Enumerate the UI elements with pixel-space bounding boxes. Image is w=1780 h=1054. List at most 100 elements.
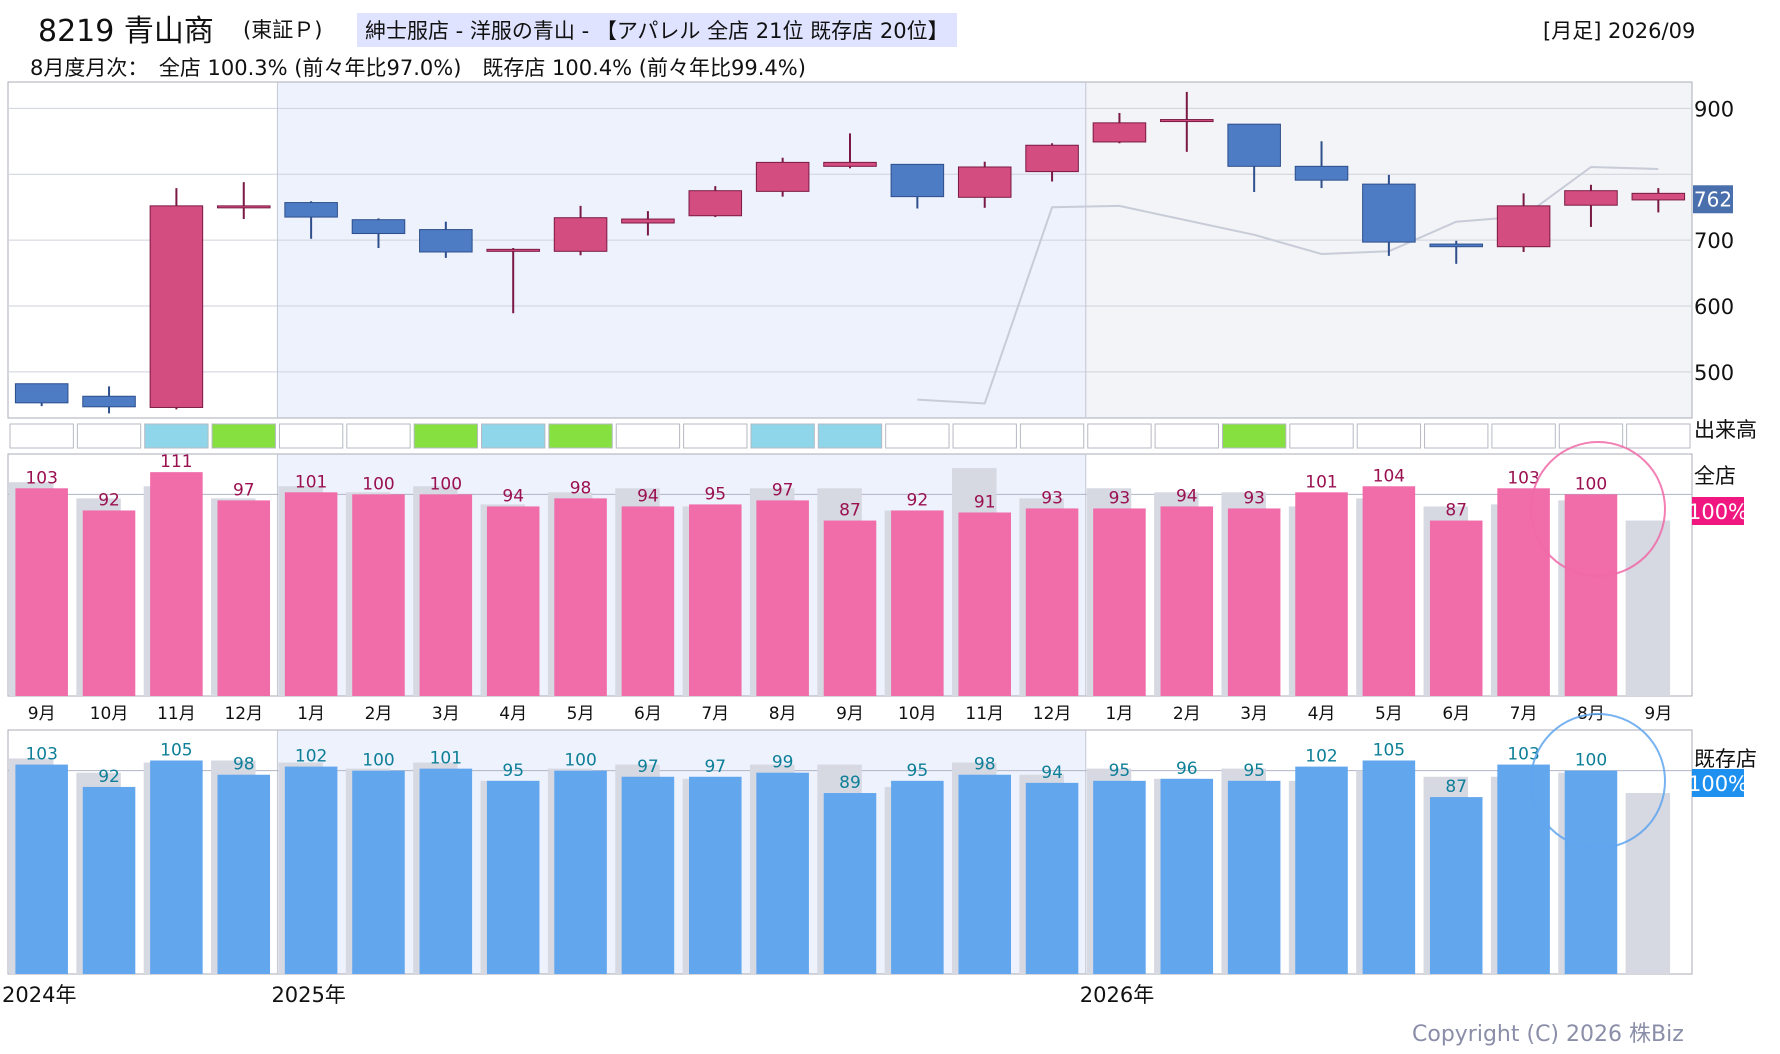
ratio-bar xyxy=(284,492,338,696)
all-store-label: 全店 xyxy=(1694,464,1736,488)
ratio-value-label: 93 xyxy=(1109,488,1131,508)
ratio-bar xyxy=(1497,488,1550,696)
ratio-value-label: 100 xyxy=(430,474,462,494)
month-tick-label: 6月 xyxy=(634,704,662,724)
ratio-bar xyxy=(419,494,473,696)
year-label: 2026年 xyxy=(1080,983,1154,1007)
volume-cell xyxy=(1087,423,1152,449)
month-tick-label: 2月 xyxy=(1173,704,1201,724)
candle-body xyxy=(1362,183,1416,243)
ratio-bar xyxy=(756,500,809,696)
ratio-bar xyxy=(1093,508,1146,696)
ratio-bar xyxy=(1295,492,1348,696)
candle-body xyxy=(14,383,69,404)
existing-store-highlight-circle xyxy=(1530,713,1666,849)
ratio-bar xyxy=(15,764,68,974)
ratio-value-label: 102 xyxy=(1305,747,1337,767)
ratio-value-label: 97 xyxy=(704,757,726,777)
month-tick-label: 10月 xyxy=(90,704,129,724)
candle-body xyxy=(351,219,406,235)
ratio-bar xyxy=(1093,780,1146,974)
candle-body xyxy=(1496,205,1551,248)
volume-cell xyxy=(76,423,142,449)
candle-body xyxy=(1025,144,1079,173)
prev-year-bar xyxy=(1625,520,1671,696)
ratio-value-label: 95 xyxy=(1243,761,1265,781)
month-tick-label: 6月 xyxy=(1442,704,1470,724)
last-price-label: 762 xyxy=(1694,187,1732,211)
month-tick-label: 1月 xyxy=(1106,704,1134,724)
ratio-bar xyxy=(284,766,338,974)
volume-cell xyxy=(144,423,209,449)
existing-store-badge xyxy=(1692,769,1744,797)
candle-body xyxy=(149,205,204,408)
all-store-badge-text: 100% xyxy=(1688,500,1748,524)
ratio-bar xyxy=(554,498,607,696)
volume-cell xyxy=(548,423,613,449)
ratio-value-label: 105 xyxy=(160,741,192,761)
ratio-value-label: 98 xyxy=(570,478,592,498)
candle-body xyxy=(755,161,810,192)
candle-body xyxy=(890,163,945,198)
ratio-value-label: 92 xyxy=(98,767,120,787)
ratio-value-label: 92 xyxy=(98,490,120,510)
month-tick-label: 4月 xyxy=(1308,704,1336,724)
ratio-bar xyxy=(15,488,68,696)
ratio-bar xyxy=(621,506,675,696)
ratio-value-label: 101 xyxy=(295,472,327,492)
volume-cell xyxy=(413,423,479,449)
ratio-bar xyxy=(217,774,271,974)
candle-body xyxy=(216,205,271,209)
month-tick-label: 3月 xyxy=(1240,704,1268,724)
ratio-value-label: 103 xyxy=(1507,745,1539,765)
month-tick-label: 9月 xyxy=(1644,704,1672,724)
ratio-bar xyxy=(823,793,877,974)
ratio-bar xyxy=(1429,520,1483,696)
month-tick-label: 2月 xyxy=(365,704,393,724)
all-store-panel: 103 92 111 97 101 100 100 94 98 94 95 97 87 92 91 93 93 9… xyxy=(7,452,1693,724)
all-store-highlight-circle xyxy=(1530,441,1666,577)
ratio-value-label: 100 xyxy=(1575,474,1607,494)
price-tick-label: 900 xyxy=(1694,97,1734,121)
ratio-value-label: 96 xyxy=(1176,759,1198,779)
ratio-value-label: 95 xyxy=(907,761,929,781)
all-store-badge xyxy=(1692,497,1744,525)
ratio-bar xyxy=(689,776,742,974)
ratio-value-label: 100 xyxy=(564,751,596,771)
shade-2025 xyxy=(277,82,1086,418)
ratio-bar xyxy=(352,770,405,974)
volume-cell xyxy=(1221,423,1287,449)
ratio-bar xyxy=(1497,764,1550,974)
ratio-bar xyxy=(958,774,1011,974)
month-tick-label: 9月 xyxy=(836,704,864,724)
volume-cell xyxy=(1154,423,1219,449)
ratio-bar xyxy=(352,494,405,696)
ratio-value-label: 92 xyxy=(907,490,929,510)
month-tick-label: 12月 xyxy=(224,704,263,724)
ratio-bar xyxy=(1362,760,1416,974)
category-label: 紳士服店 - 洋服の青山 - 【アパレル 全店 21位 既存店 20位】 xyxy=(357,13,957,47)
existing-store-badge-text: 100% xyxy=(1688,772,1748,796)
volume-cell xyxy=(885,423,950,449)
volume-cell xyxy=(211,423,276,449)
page-title: 8219 青山商 xyxy=(38,14,214,49)
ratio-value-label: 99 xyxy=(772,753,794,773)
ratio-bar xyxy=(217,500,271,696)
price-tick-label: 500 xyxy=(1694,361,1734,385)
month-tick-label: 4月 xyxy=(499,704,527,724)
ratio-bar xyxy=(1160,506,1214,696)
ratio-bar xyxy=(1429,797,1483,974)
ratio-value-label: 103 xyxy=(25,745,57,765)
ratio-bar xyxy=(1227,508,1281,696)
ratio-bar xyxy=(486,506,540,696)
price-panel: 500 600 700 900 762 xyxy=(7,81,1734,419)
candle-body xyxy=(1160,119,1214,123)
ratio-bar xyxy=(891,510,944,696)
monthly-summary: 8月度月次： 全店 100.3% (前々年比97.0%) 既存店 100.4% … xyxy=(30,56,806,80)
ratio-bar xyxy=(82,786,136,974)
ratio-value-label: 103 xyxy=(25,468,57,488)
ratio-value-label: 101 xyxy=(430,749,462,769)
month-tick-label: 5月 xyxy=(567,704,595,724)
month-tick-label: 5月 xyxy=(1375,704,1403,724)
year-label: 2024年 xyxy=(2,983,76,1007)
